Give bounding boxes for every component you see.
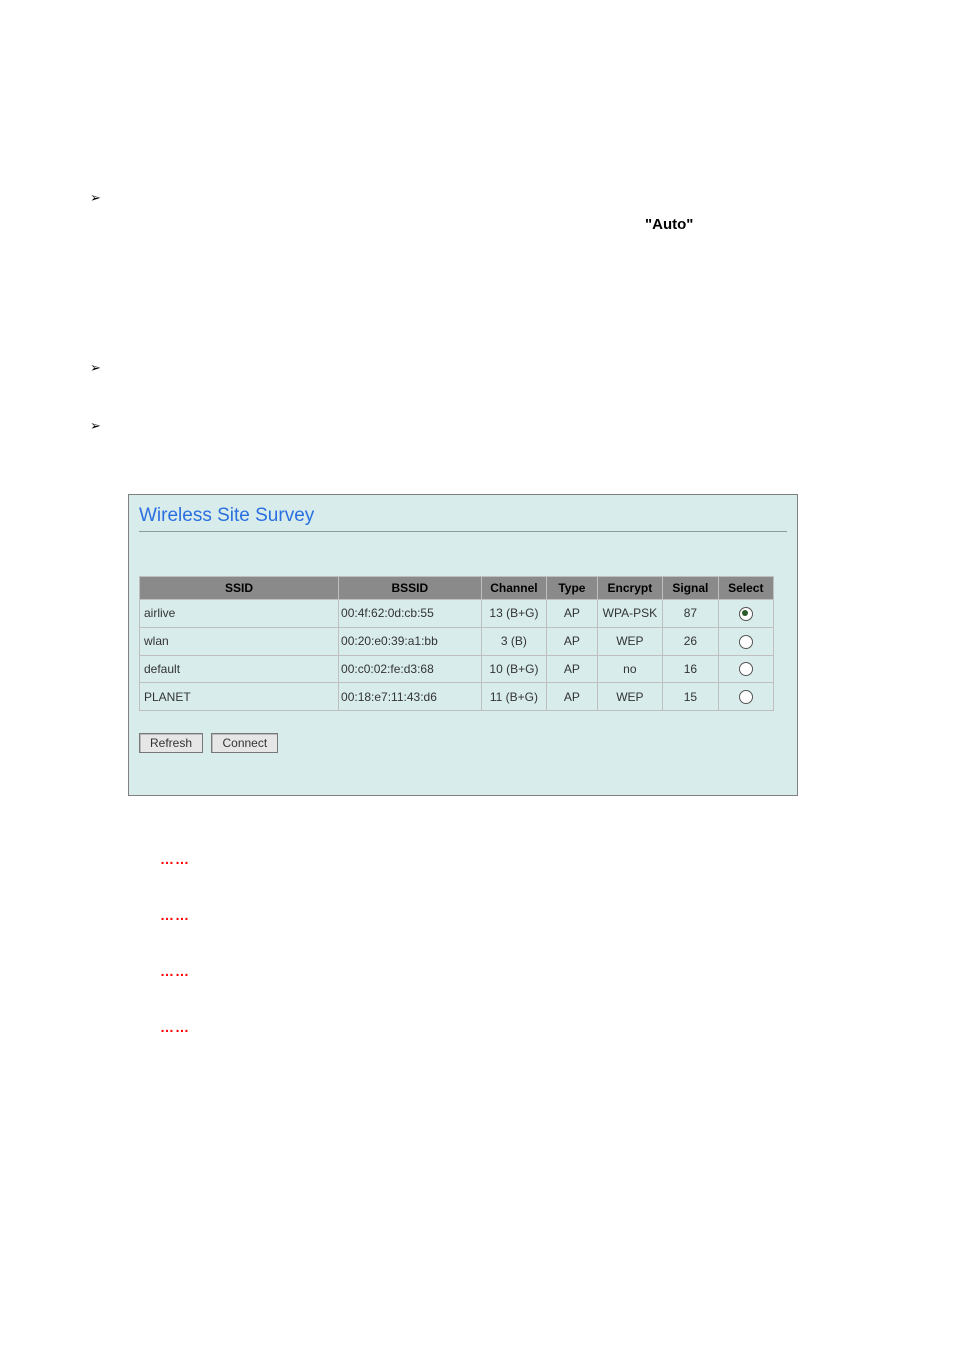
cell-encrypt: WEP [597, 683, 663, 711]
cell-signal: 15 [663, 683, 718, 711]
table-row: default00:c0:02:fe:d3:6810 (B+G)APno16 [140, 655, 774, 683]
cell-type: AP [547, 655, 597, 683]
panel-title: Wireless Site Survey [139, 505, 787, 527]
cell-signal: 87 [663, 600, 718, 628]
col-encrypt: Encrypt [597, 577, 663, 600]
cell-encrypt: WPA-PSK [597, 600, 663, 628]
cell-ssid: wlan [140, 627, 339, 655]
col-ssid: SSID [140, 577, 339, 600]
cell-encrypt: no [597, 655, 663, 683]
col-bssid: BSSID [339, 577, 482, 600]
cell-type: AP [547, 683, 597, 711]
cell-channel: 3 (B) [481, 627, 547, 655]
auto-label: "Auto" [645, 216, 693, 233]
cell-ssid: airlive [140, 600, 339, 628]
cell-select [718, 600, 773, 628]
red-dots-3: …… [160, 963, 190, 979]
cell-channel: 13 (B+G) [481, 600, 547, 628]
bullet-3: ➢ [90, 418, 101, 434]
bullet-2: ➢ [90, 360, 101, 376]
red-dots-2: …… [160, 907, 190, 923]
cell-type: AP [547, 627, 597, 655]
table-row: wlan00:20:e0:39:a1:bb3 (B)APWEP26 [140, 627, 774, 655]
cell-type: AP [547, 600, 597, 628]
wireless-site-survey-panel: Wireless Site Survey SSID BSSID Channel … [128, 494, 798, 796]
cell-select [718, 627, 773, 655]
select-radio[interactable] [739, 635, 753, 649]
cell-select [718, 655, 773, 683]
col-type: Type [547, 577, 597, 600]
table-header-row: SSID BSSID Channel Type Encrypt Signal S… [140, 577, 774, 600]
select-radio[interactable] [739, 607, 753, 621]
cell-ssid: PLANET [140, 683, 339, 711]
panel-divider [139, 531, 787, 532]
cell-bssid: 00:20:e0:39:a1:bb [339, 627, 482, 655]
col-channel: Channel [481, 577, 547, 600]
table-row: airlive00:4f:62:0d:cb:5513 (B+G)APWPA-PS… [140, 600, 774, 628]
cell-signal: 16 [663, 655, 718, 683]
col-select: Select [718, 577, 773, 600]
cell-ssid: default [140, 655, 339, 683]
table-row: PLANET00:18:e7:11:43:d611 (B+G)APWEP15 [140, 683, 774, 711]
page: { "bullets": { "b1_glyph": "\u27A2", "b2… [0, 0, 954, 1350]
cell-channel: 10 (B+G) [481, 655, 547, 683]
col-signal: Signal [663, 577, 718, 600]
select-radio[interactable] [739, 662, 753, 676]
refresh-button[interactable]: Refresh [139, 733, 203, 753]
cell-signal: 26 [663, 627, 718, 655]
cell-channel: 11 (B+G) [481, 683, 547, 711]
red-dots-4: …… [160, 1019, 190, 1035]
select-radio[interactable] [739, 690, 753, 704]
survey-table: SSID BSSID Channel Type Encrypt Signal S… [139, 576, 774, 711]
cell-encrypt: WEP [597, 627, 663, 655]
cell-select [718, 683, 773, 711]
cell-bssid: 00:c0:02:fe:d3:68 [339, 655, 482, 683]
bullet-1: ➢ [90, 190, 101, 206]
connect-button[interactable]: Connect [211, 733, 278, 753]
cell-bssid: 00:4f:62:0d:cb:55 [339, 600, 482, 628]
cell-bssid: 00:18:e7:11:43:d6 [339, 683, 482, 711]
red-dots-1: …… [160, 851, 190, 867]
